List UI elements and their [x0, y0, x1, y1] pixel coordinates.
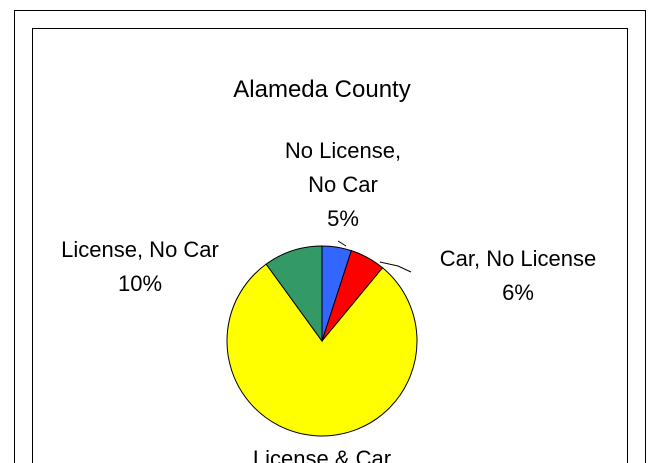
slice-label: No License, No Car	[285, 138, 401, 197]
slice-label: License, No Car	[61, 237, 219, 262]
slice-label: Car, No License	[440, 246, 597, 271]
slice-label: License & Car	[253, 446, 391, 463]
chart-title: Alameda County	[233, 76, 410, 103]
leader-line	[379, 261, 412, 273]
pie-slice	[265, 245, 323, 343]
value-label: 5%	[327, 206, 359, 231]
pie-slice	[226, 263, 418, 437]
value-label: 6%	[502, 280, 534, 305]
value-label: 10%	[118, 271, 162, 296]
leader-line	[337, 240, 347, 247]
